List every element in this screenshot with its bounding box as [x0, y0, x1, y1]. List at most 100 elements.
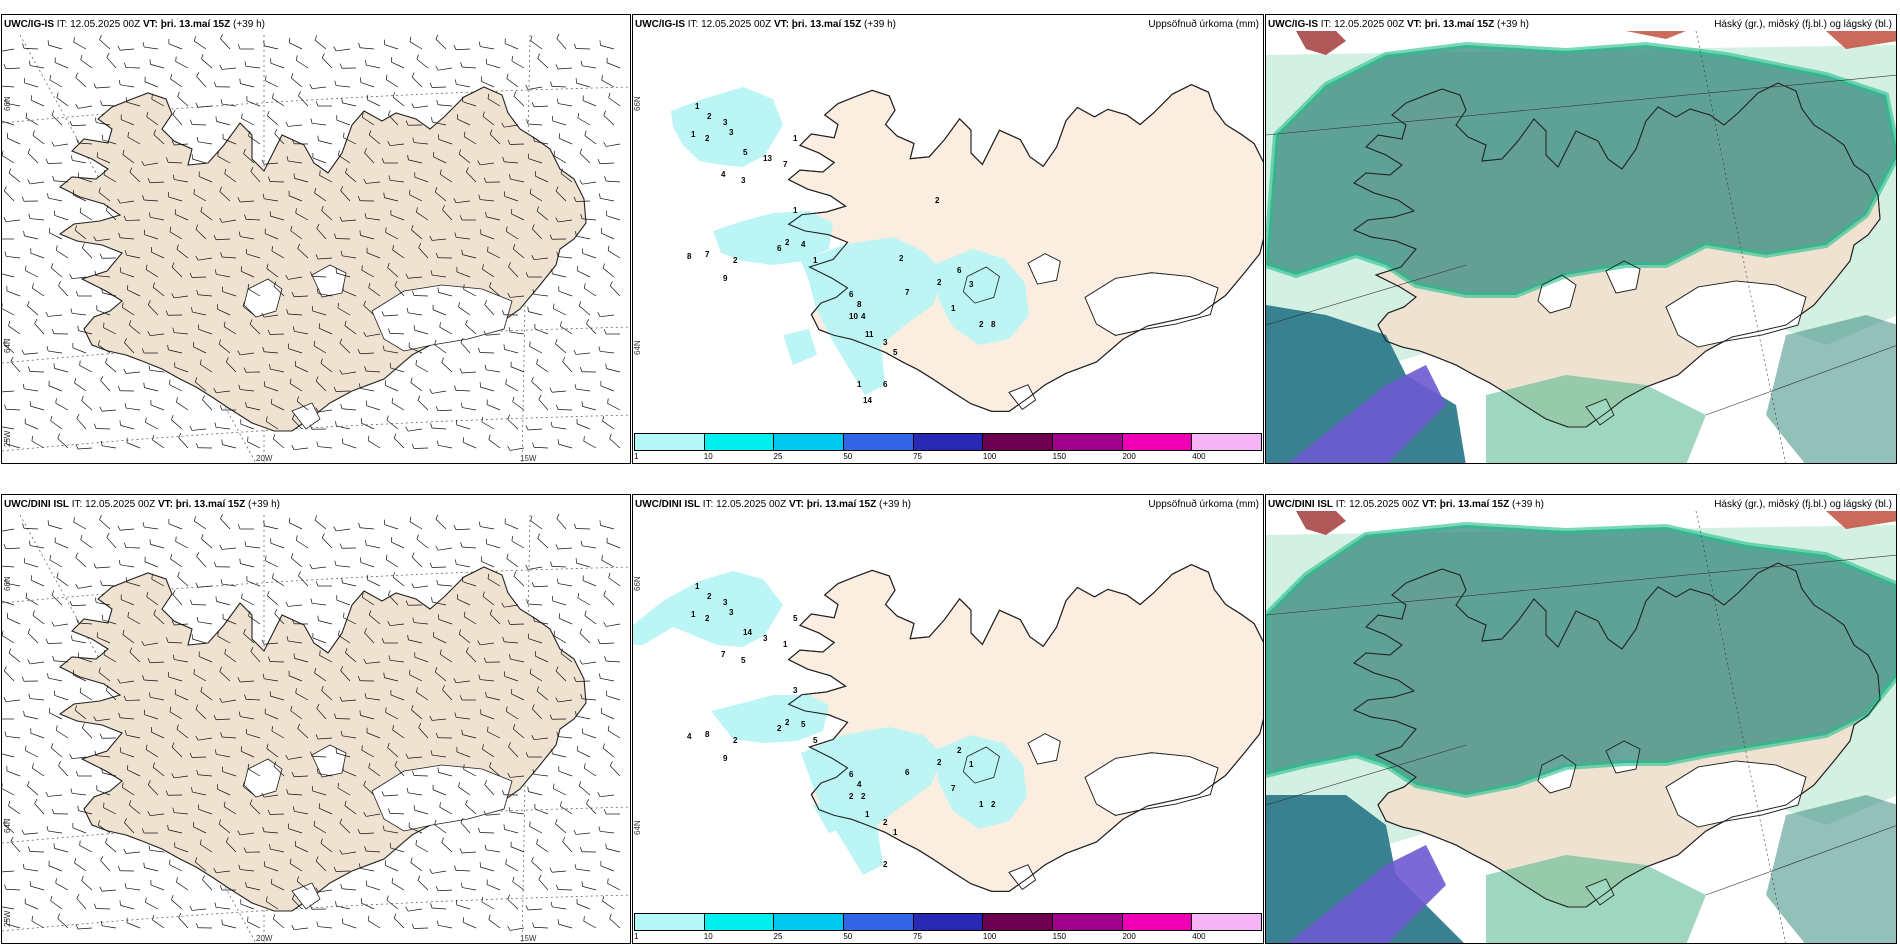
wind-barb-flag [76, 893, 80, 899]
wind-barb [481, 560, 495, 568]
wind-barb [394, 285, 405, 297]
wind-barb-flag [460, 882, 463, 888]
wind-barb [219, 671, 231, 682]
wind-barb [507, 899, 519, 910]
wind-barb [482, 596, 495, 606]
wind-barb [2, 788, 15, 796]
wind-barb [146, 116, 159, 126]
wind-barb [270, 215, 285, 221]
wind-barb-flag [142, 675, 145, 681]
wind-barb-flag [213, 235, 217, 240]
wind-barb-flag [194, 377, 198, 383]
wind-barb [96, 718, 111, 722]
wind-barb [510, 775, 525, 778]
wind-barb [600, 865, 615, 872]
wind-barb [552, 273, 567, 278]
latitude-line [2, 566, 630, 604]
wind-barb-flag [607, 878, 609, 884]
wind-barb [266, 268, 279, 278]
wind-barb [2, 85, 15, 88]
wind-barb [288, 793, 303, 796]
wind-barb-flag [503, 824, 505, 830]
wind-barb [264, 678, 279, 682]
wind-barb-flag [508, 742, 511, 747]
wind-barb-flag [47, 673, 49, 679]
wind-barb [342, 290, 357, 297]
wind-barb-flag [117, 678, 121, 684]
wind-barb [606, 368, 621, 373]
wind-barb [288, 675, 303, 682]
wind-barb [50, 900, 63, 910]
wind-barb [390, 179, 405, 183]
wind-barb [102, 889, 117, 892]
wind-barb-flag [538, 394, 542, 400]
wind-barb-flag [100, 920, 103, 926]
wind-barb [390, 332, 405, 335]
wind-barb [168, 829, 183, 834]
wind-barb [241, 118, 255, 126]
wind-barb-flag [103, 169, 106, 175]
wind-barb-flag [536, 839, 539, 845]
wind-barb [562, 361, 573, 373]
wind-barb [528, 428, 543, 431]
wind-barb-flag [455, 79, 457, 85]
wind-barb [438, 139, 453, 145]
wind-barb [288, 756, 303, 760]
wind-barb [487, 731, 501, 739]
wind-barb [366, 370, 381, 373]
wind-barb [2, 426, 15, 430]
wind-barb [390, 367, 405, 373]
wind-barb [6, 888, 21, 891]
wind-barb [463, 441, 477, 449]
wind-barb-flag [28, 540, 31, 546]
wind-barb-flag [76, 138, 79, 144]
wind-barb [297, 728, 309, 739]
wind-barb [582, 580, 597, 587]
wind-barb-flag [417, 875, 421, 881]
wind-barb-flag [560, 168, 563, 174]
wind-barb-flag [200, 686, 203, 692]
wind-barb-flag [415, 840, 417, 846]
wind-barb-flag [147, 331, 151, 336]
wind-barb [432, 427, 447, 430]
wind-barb-flag [141, 160, 145, 166]
wind-barb [102, 409, 117, 412]
wind-barb-flag [75, 552, 78, 558]
wind-barb [177, 96, 189, 107]
wind-barb-flag [171, 773, 175, 779]
wind-barb [6, 443, 21, 449]
wind-barb [24, 235, 39, 240]
wind-barb [54, 62, 69, 69]
wind-barb [584, 288, 597, 297]
wind-barb [408, 276, 423, 279]
wind-barb-flag [513, 91, 517, 97]
wind-barb [366, 544, 381, 549]
wind-barb [72, 756, 87, 760]
precip-value-label: 2 [707, 112, 712, 121]
wind-barb-flag [538, 874, 542, 880]
wind-barb [342, 851, 357, 855]
wind-barb [312, 157, 327, 164]
wind-barb [291, 77, 303, 88]
legend-tick-label: 150 [1052, 452, 1067, 461]
wind-barb [417, 400, 429, 411]
wind-barb [120, 564, 135, 568]
wind-barb [441, 842, 453, 853]
wind-barb-flag [272, 573, 274, 579]
wind-barb [438, 292, 453, 297]
wind-barb-flag [575, 711, 577, 717]
wind-barb [504, 829, 519, 834]
wind-barb [240, 680, 255, 683]
latitude-line [2, 86, 630, 124]
latitude-line [2, 894, 630, 932]
wind-barb [576, 388, 591, 392]
wind-barb [558, 67, 573, 70]
wind-barb-flag [553, 630, 556, 636]
wind-barb-flag [416, 687, 418, 693]
wind-barb [288, 313, 303, 316]
wind-barb [384, 197, 399, 202]
wind-barb-flag [441, 837, 444, 843]
wind-barb-flag [94, 270, 97, 276]
wind-barb-flag [169, 859, 171, 865]
cloud-cover-map [1266, 510, 1896, 943]
